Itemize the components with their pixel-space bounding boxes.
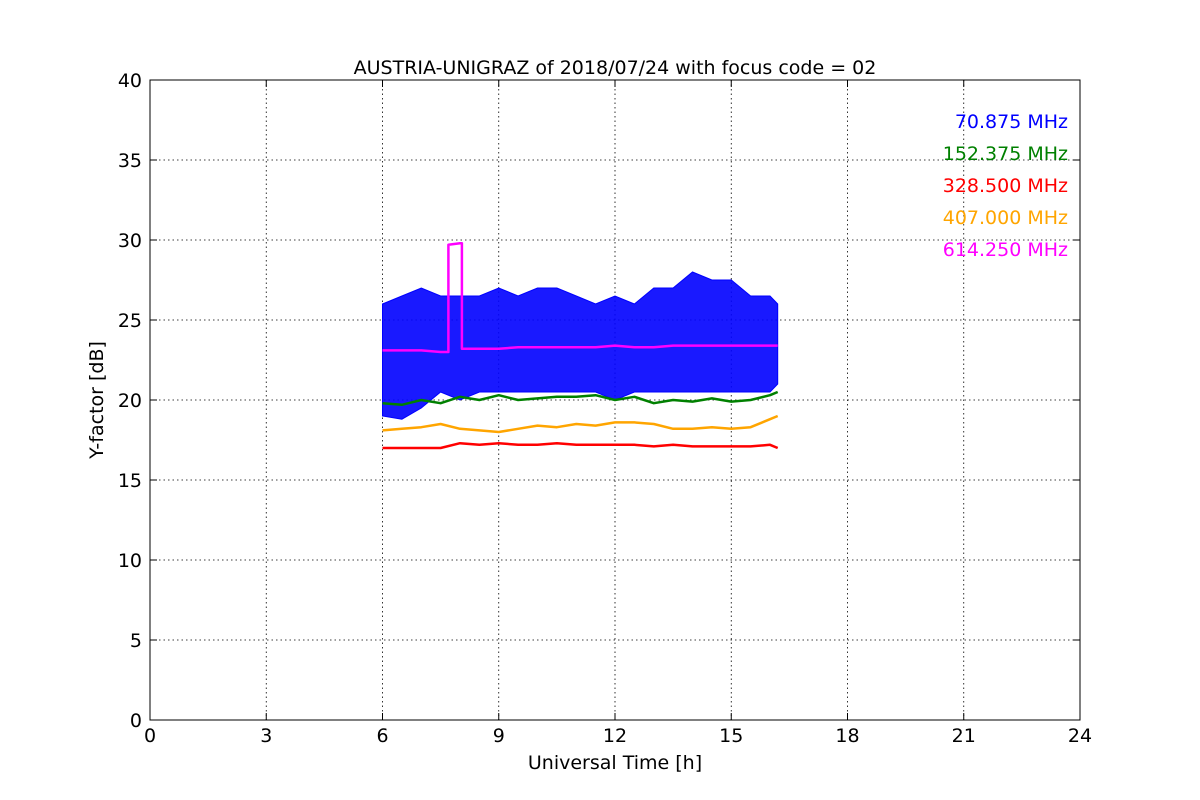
y-tick-label: 25 (118, 310, 142, 332)
y-tick-label: 10 (118, 550, 142, 572)
legend-entry: 70.875 MHz (955, 111, 1068, 133)
y-tick-label: 15 (118, 470, 142, 492)
legend-entry: 614.250 MHz (943, 239, 1068, 261)
series-layer (382, 241, 779, 450)
series-line-3 (382, 414, 779, 434)
x-tick-label: 3 (260, 725, 272, 747)
legend-entry: 407.000 MHz (943, 207, 1068, 229)
x-tick-label: 21 (952, 725, 976, 747)
series-line-4 (382, 241, 778, 354)
x-tick-label: 24 (1068, 725, 1092, 747)
x-tick-label: 12 (603, 725, 627, 747)
legend: 70.875 MHz 152.375 MHz 328.500 MHz 407.000 … (943, 111, 1068, 261)
series-band-0 (382, 271, 779, 420)
x-tick-label: 6 (376, 725, 388, 747)
x-tick-label: 0 (144, 725, 156, 747)
y-tick-label: 35 (118, 150, 142, 172)
y-axis-label: Y-factor [dB] (86, 341, 108, 460)
y-tick-label: 5 (130, 630, 142, 652)
legend-entry: 152.375 MHz (943, 143, 1068, 165)
y-tick-label: 30 (118, 230, 142, 252)
x-tick-label: 15 (719, 725, 743, 747)
x-tick-label: 18 (835, 725, 859, 747)
chart-title: AUSTRIA-UNIGRAZ of 2018/07/24 with focus… (354, 57, 877, 79)
series-line-1 (382, 390, 779, 407)
y-tick-label: 0 (130, 710, 142, 732)
y-tick-label: 20 (118, 390, 142, 412)
axis-ticks: 0 3 6 9 12 15 18 21 24 0 5 10 15 20 25 30 35 40 (118, 70, 1092, 747)
x-tick-label: 9 (493, 725, 505, 747)
x-axis-label: Universal Time [h] (528, 752, 702, 774)
y-tick-label: 40 (118, 70, 142, 92)
series-line-2 (382, 441, 779, 450)
legend-entry: 328.500 MHz (943, 175, 1068, 197)
